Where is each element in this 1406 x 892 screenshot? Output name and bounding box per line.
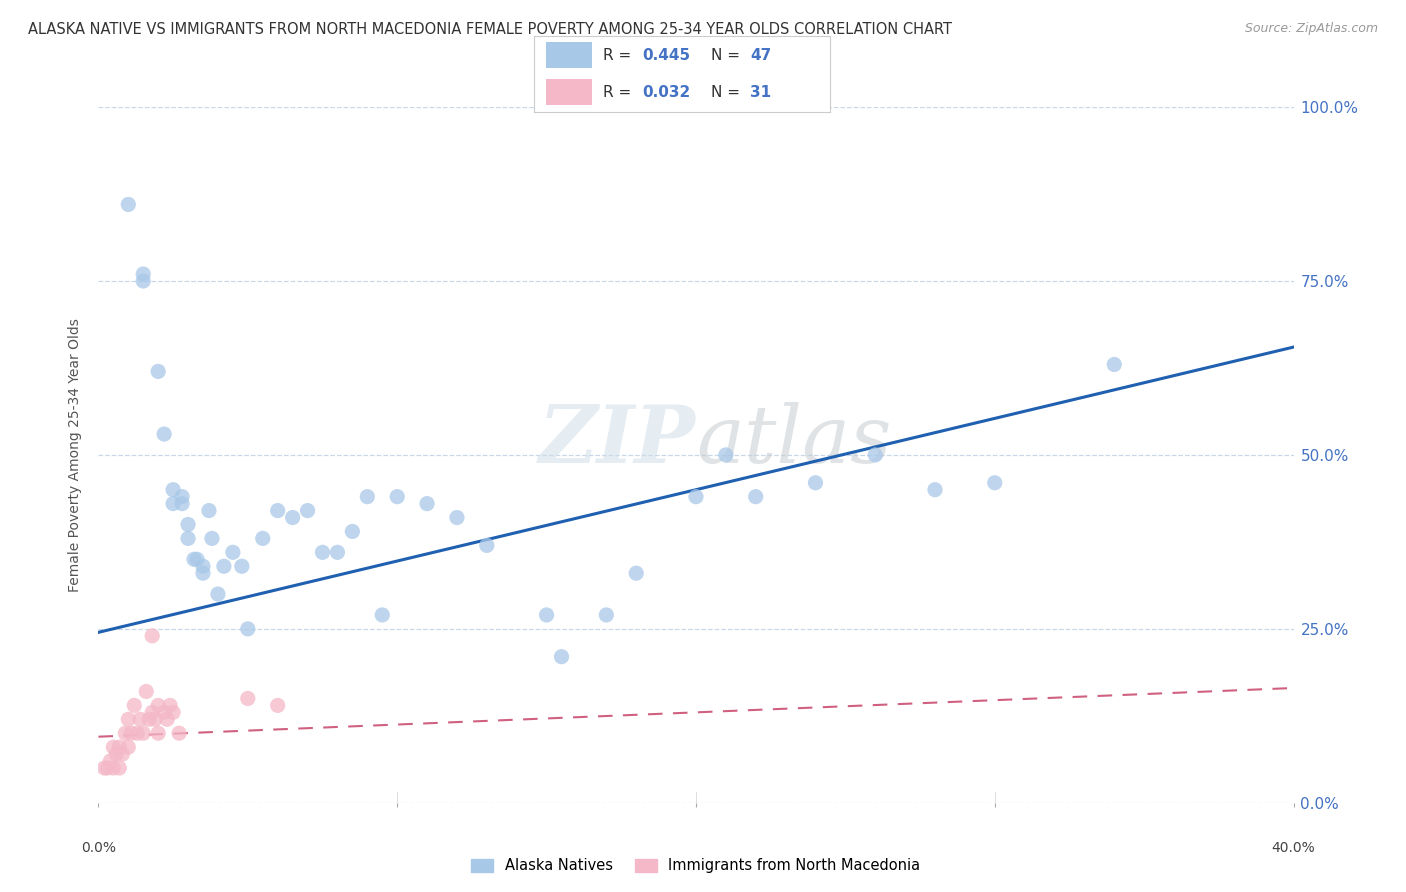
Text: 0.445: 0.445 <box>641 47 690 62</box>
Text: R =: R = <box>603 85 637 100</box>
Point <box>148 726 170 740</box>
Point <box>626 566 648 581</box>
Text: 0.032: 0.032 <box>641 85 690 100</box>
Point <box>135 684 157 698</box>
Point <box>356 490 378 504</box>
Point <box>132 274 155 288</box>
Point <box>117 740 139 755</box>
Point <box>191 559 214 574</box>
Y-axis label: Female Poverty Among 25-34 Year Olds: Female Poverty Among 25-34 Year Olds <box>69 318 83 592</box>
Text: 31: 31 <box>749 85 770 100</box>
Point <box>177 532 200 546</box>
Point <box>127 726 149 740</box>
Point <box>96 761 118 775</box>
Point <box>385 490 409 504</box>
Point <box>159 698 181 713</box>
Point <box>595 607 617 622</box>
Text: atlas: atlas <box>696 402 891 480</box>
Point <box>191 566 214 581</box>
Point <box>148 698 170 713</box>
Point <box>186 552 208 566</box>
Point <box>103 740 125 755</box>
Text: R =: R = <box>603 47 637 62</box>
Point <box>108 761 131 775</box>
Point <box>132 267 155 281</box>
Point <box>236 622 259 636</box>
Legend: Alaska Natives, Immigrants from North Macedonia: Alaska Natives, Immigrants from North Ma… <box>465 853 927 879</box>
Point <box>252 532 274 546</box>
Point <box>267 503 290 517</box>
Point <box>177 517 200 532</box>
Point <box>231 559 253 574</box>
Point <box>297 503 319 517</box>
Point <box>1104 358 1126 372</box>
Bar <box>546 42 592 69</box>
Point <box>108 740 131 755</box>
Point <box>267 698 290 713</box>
Point <box>105 747 128 761</box>
Point <box>117 712 139 726</box>
Point <box>120 726 142 740</box>
Point <box>183 552 205 566</box>
Point <box>475 538 498 552</box>
Point <box>311 545 333 559</box>
Point <box>93 761 115 775</box>
Point <box>141 629 163 643</box>
Point <box>446 510 468 524</box>
Point <box>124 698 146 713</box>
Point <box>342 524 364 539</box>
Point <box>371 607 394 622</box>
Point <box>198 503 221 517</box>
Point <box>172 490 194 504</box>
Point <box>153 427 176 442</box>
Point <box>984 475 1007 490</box>
Point <box>111 747 134 761</box>
Point <box>153 706 176 720</box>
Point <box>114 726 136 740</box>
Text: 47: 47 <box>749 47 770 62</box>
Point <box>167 726 190 740</box>
Text: 40.0%: 40.0% <box>1271 841 1316 855</box>
Point <box>212 559 235 574</box>
Point <box>132 726 155 740</box>
Point <box>207 587 229 601</box>
Point <box>416 497 439 511</box>
Point <box>156 712 179 726</box>
Point <box>281 510 304 524</box>
Point <box>201 532 224 546</box>
Text: ZIP: ZIP <box>538 402 696 480</box>
Point <box>865 448 887 462</box>
Text: 0.0%: 0.0% <box>82 841 115 855</box>
Point <box>745 490 768 504</box>
Text: N =: N = <box>711 47 745 62</box>
Bar <box>546 78 592 105</box>
Point <box>326 545 349 559</box>
Text: N =: N = <box>711 85 745 100</box>
Point <box>714 448 737 462</box>
Point <box>138 712 160 726</box>
Point <box>162 706 184 720</box>
Point <box>162 483 184 497</box>
Point <box>804 475 827 490</box>
Point <box>550 649 572 664</box>
Point <box>685 490 707 504</box>
Point <box>222 545 245 559</box>
Point <box>148 364 170 378</box>
Point <box>103 761 125 775</box>
Point <box>141 706 163 720</box>
Point <box>924 483 946 497</box>
Text: Source: ZipAtlas.com: Source: ZipAtlas.com <box>1244 22 1378 36</box>
Point <box>143 712 166 726</box>
Point <box>236 691 259 706</box>
Text: ALASKA NATIVE VS IMMIGRANTS FROM NORTH MACEDONIA FEMALE POVERTY AMONG 25-34 YEAR: ALASKA NATIVE VS IMMIGRANTS FROM NORTH M… <box>28 22 952 37</box>
Point <box>162 497 184 511</box>
Point <box>172 497 194 511</box>
Point <box>536 607 558 622</box>
Point <box>129 712 152 726</box>
Point <box>100 754 122 768</box>
Point <box>117 197 139 211</box>
